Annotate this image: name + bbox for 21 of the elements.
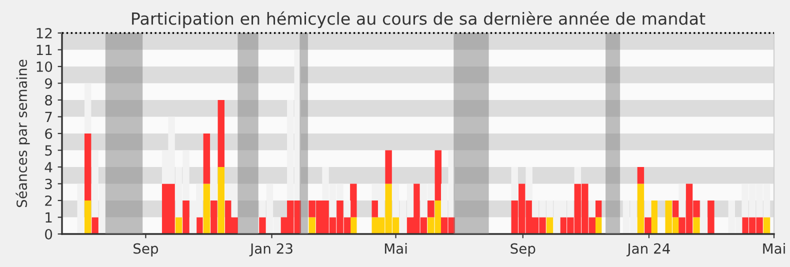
x-tick-label: Jan 24 xyxy=(626,243,670,256)
y-tick-label: 4 xyxy=(44,162,52,172)
y-tick-label: 1 xyxy=(46,212,52,223)
y-tick-label: 11 xyxy=(36,44,52,56)
x-tick-label: Sep xyxy=(134,243,158,256)
y-tick-label: 0 xyxy=(45,228,52,240)
y-tick-label: 5 xyxy=(45,145,52,156)
x-tick-label: Mai xyxy=(384,243,407,254)
y-tick-label: 9 xyxy=(45,78,52,89)
y-tick-label: 12 xyxy=(36,28,52,38)
y-tick-label: 10 xyxy=(36,61,52,72)
chart-title: Participation en hémicycle au cours de sa dernière année de mandat xyxy=(132,11,706,28)
y-tick-label: 2 xyxy=(45,195,52,206)
x-tick-label: Mai xyxy=(763,243,785,254)
y-tick-label: 6 xyxy=(45,128,52,139)
y-axis-title: Séances par semaine xyxy=(16,60,30,208)
y-tick-label: 3 xyxy=(45,178,52,190)
x-tick-label: Jan 23 xyxy=(249,243,292,256)
x-tick-label: Sep xyxy=(510,243,536,256)
y-tick-label: 7 xyxy=(45,112,52,122)
y-tick-label: 8 xyxy=(45,94,52,106)
